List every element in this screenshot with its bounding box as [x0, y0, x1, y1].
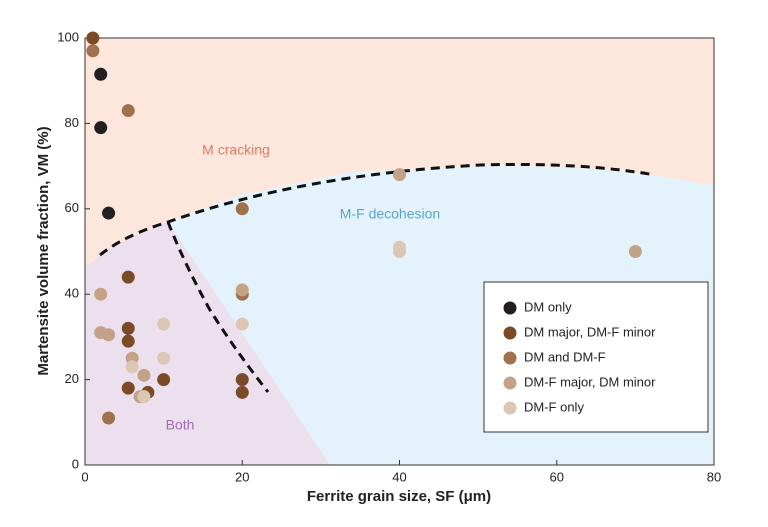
point — [121, 381, 135, 395]
x-tick-label: 80 — [707, 469, 721, 484]
y-tick-label: 40 — [65, 286, 79, 301]
point — [628, 245, 642, 258]
x-tick-label: 0 — [81, 469, 88, 484]
x-axis-title: Ferrite grain size, SF (μm) — [307, 488, 491, 505]
point — [121, 104, 135, 118]
point — [235, 385, 249, 399]
point — [157, 317, 171, 331]
legend-marker — [503, 376, 517, 390]
point — [121, 321, 135, 335]
legend-marker — [503, 401, 517, 415]
point — [86, 31, 100, 45]
legend-label: DM and DM-F — [524, 349, 606, 364]
y-tick-label: 0 — [72, 456, 79, 471]
legend-box — [483, 281, 709, 433]
legend-label: DM only — [524, 299, 572, 314]
legend-marker — [503, 351, 517, 365]
region-both — [85, 222, 330, 465]
annotation: Both — [166, 417, 195, 433]
point — [235, 283, 249, 297]
boundary-curve — [166, 221, 270, 393]
point — [102, 411, 116, 425]
point — [121, 270, 135, 284]
legend-marker — [503, 301, 517, 315]
y-tick-label: 80 — [65, 115, 79, 130]
y-tick-label: 20 — [65, 371, 79, 386]
point — [393, 168, 406, 182]
point — [393, 245, 406, 258]
point — [157, 351, 171, 365]
point — [235, 373, 249, 387]
legend-label: DM-F major, DM minor — [524, 374, 656, 389]
y-axis-title: Martensite volume fraction, VM (%) — [35, 126, 52, 375]
point — [137, 368, 151, 382]
legend-marker — [503, 326, 517, 340]
point — [157, 373, 171, 387]
point — [125, 360, 139, 374]
x-tick-label: 40 — [392, 469, 406, 484]
point — [121, 334, 135, 348]
point — [94, 287, 108, 301]
x-tick-label: 60 — [550, 469, 564, 484]
legend-label: DM major, DM-F minor — [524, 324, 656, 339]
legend-label: DM-F only — [524, 399, 584, 414]
y-tick-label: 100 — [57, 29, 79, 44]
annotation: M cracking — [202, 142, 270, 158]
point — [235, 317, 249, 331]
point — [94, 121, 108, 135]
y-tick-label: 60 — [65, 200, 79, 215]
annotation: M-F decohesion — [340, 206, 440, 222]
point — [94, 67, 108, 81]
point — [86, 44, 100, 58]
point — [137, 390, 151, 404]
point — [102, 328, 116, 342]
x-tick-label: 20 — [235, 469, 249, 484]
point — [235, 202, 249, 216]
point — [102, 206, 116, 220]
